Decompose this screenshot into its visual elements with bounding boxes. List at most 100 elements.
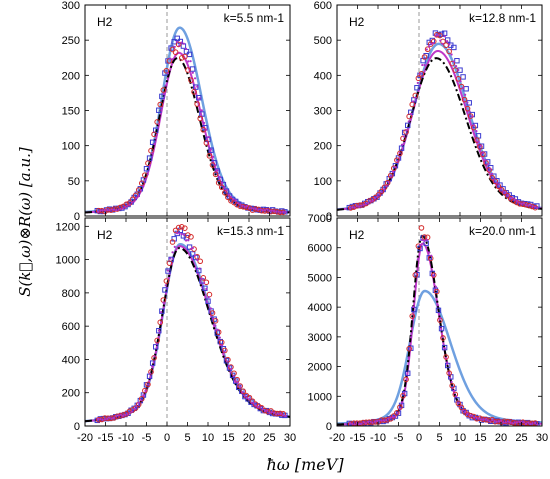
data-point-circle bbox=[206, 153, 213, 159]
data-point-dot bbox=[497, 420, 501, 423]
data-point-circle bbox=[477, 144, 483, 150]
data-point-dot bbox=[130, 201, 134, 204]
data-point-dot bbox=[124, 205, 127, 209]
data-point-dot bbox=[101, 418, 104, 421]
data-point-dot bbox=[400, 401, 404, 404]
data-point-dot bbox=[533, 421, 537, 425]
y-tick-label: 6000 bbox=[308, 243, 332, 255]
data-point-dot bbox=[466, 412, 469, 415]
data-point-dot bbox=[103, 418, 106, 421]
data-point-dot bbox=[182, 42, 185, 45]
data-point-dot bbox=[151, 152, 154, 155]
data-point-dot bbox=[142, 185, 145, 188]
k-annotation: k=12.8 nm-1 bbox=[469, 11, 536, 25]
data-point-square bbox=[423, 53, 429, 59]
data-point-square bbox=[196, 95, 202, 101]
data-point-dot bbox=[355, 204, 358, 208]
data-point-dot bbox=[261, 209, 264, 212]
data-point-dot bbox=[491, 172, 494, 175]
data-point-dot bbox=[468, 110, 471, 113]
data-point-circle bbox=[394, 410, 400, 416]
panel-2: 0 100 200 300 400 500 600 H2 k=12.8 nm-1 bbox=[314, 0, 543, 223]
data-point-dot bbox=[234, 199, 237, 202]
data-point-dot bbox=[531, 422, 534, 425]
data-point-dot bbox=[272, 209, 276, 213]
data-point-dot bbox=[358, 205, 361, 208]
data-point-dot bbox=[364, 203, 368, 206]
data-point-dot bbox=[178, 232, 181, 235]
data-point-dot bbox=[369, 420, 372, 423]
data-point-dot bbox=[209, 148, 212, 151]
data-point-dot bbox=[270, 209, 273, 212]
x-tick-label: 0 bbox=[416, 432, 422, 444]
data-point-circle bbox=[504, 192, 511, 199]
data-point-circle bbox=[415, 243, 422, 249]
y-tick-label: 50 bbox=[68, 176, 80, 188]
data-point-dot bbox=[455, 395, 458, 398]
data-point-circle bbox=[234, 376, 240, 383]
data-point-dot bbox=[529, 422, 532, 426]
data-point-dot bbox=[272, 411, 276, 414]
data-point-circle bbox=[443, 354, 449, 360]
data-point-circle bbox=[390, 413, 397, 419]
y-tick-label: 0 bbox=[74, 211, 80, 223]
data-point-dot bbox=[212, 317, 215, 320]
y-tick-label: 800 bbox=[62, 288, 80, 300]
data-point-circle bbox=[390, 165, 397, 172]
data-point-dot bbox=[259, 208, 262, 211]
data-point-dot bbox=[207, 136, 210, 139]
data-point-dot bbox=[371, 199, 374, 202]
data-point-square bbox=[232, 378, 239, 384]
data-point-dot bbox=[225, 359, 228, 363]
data-point-dot bbox=[221, 181, 224, 184]
data-point-dot bbox=[360, 204, 363, 207]
data-point-dot bbox=[351, 206, 354, 209]
data-point-dot bbox=[191, 246, 194, 250]
data-point-dot bbox=[515, 199, 519, 203]
data-point-circle bbox=[114, 413, 120, 420]
data-point-dot bbox=[257, 405, 260, 408]
data-point-circle bbox=[209, 310, 216, 316]
data-point-circle bbox=[486, 167, 492, 173]
data-point-circle bbox=[458, 83, 465, 90]
data-point-circle bbox=[145, 160, 151, 167]
k-annotation: k=15.3 nm-1 bbox=[217, 224, 284, 238]
data-point-dot bbox=[230, 195, 233, 199]
data-point-dot bbox=[529, 203, 532, 207]
data-point-dot bbox=[376, 195, 379, 198]
data-point-dot bbox=[450, 380, 453, 384]
data-point-circle bbox=[446, 370, 452, 376]
data-point-dot bbox=[115, 415, 118, 418]
data-point-dot bbox=[180, 41, 183, 44]
data-point-square bbox=[156, 327, 162, 334]
data-point-dot bbox=[486, 419, 489, 422]
data-point-dot bbox=[112, 416, 116, 420]
data-point-dot bbox=[126, 413, 129, 416]
y-tick-label: 100 bbox=[314, 176, 332, 188]
data-point-dot bbox=[367, 420, 370, 423]
data-point-dot bbox=[380, 419, 383, 422]
data-point-dot bbox=[207, 295, 210, 299]
data-point-dot bbox=[263, 409, 267, 413]
data-point-circle bbox=[449, 60, 456, 67]
data-point-dot bbox=[164, 84, 167, 87]
data-point-circle bbox=[406, 345, 412, 352]
data-point-circle bbox=[215, 180, 222, 186]
data-point-dot bbox=[180, 233, 183, 236]
data-point-dot bbox=[157, 123, 161, 126]
data-point-dot bbox=[448, 43, 451, 46]
data-point-dot bbox=[200, 277, 203, 280]
y-tick-label: 3000 bbox=[308, 332, 332, 344]
data-point-dot bbox=[126, 204, 129, 207]
data-point-circle bbox=[105, 415, 111, 422]
data-point-dot bbox=[482, 418, 485, 421]
data-point-dot bbox=[385, 418, 388, 422]
data-point-circle bbox=[191, 89, 197, 95]
data-point-dot bbox=[432, 42, 435, 45]
data-point-square bbox=[159, 93, 165, 100]
data-point-circle bbox=[166, 260, 173, 266]
data-point-dot bbox=[171, 251, 174, 254]
data-point-dot bbox=[382, 419, 386, 422]
data-point-circle bbox=[203, 140, 210, 146]
